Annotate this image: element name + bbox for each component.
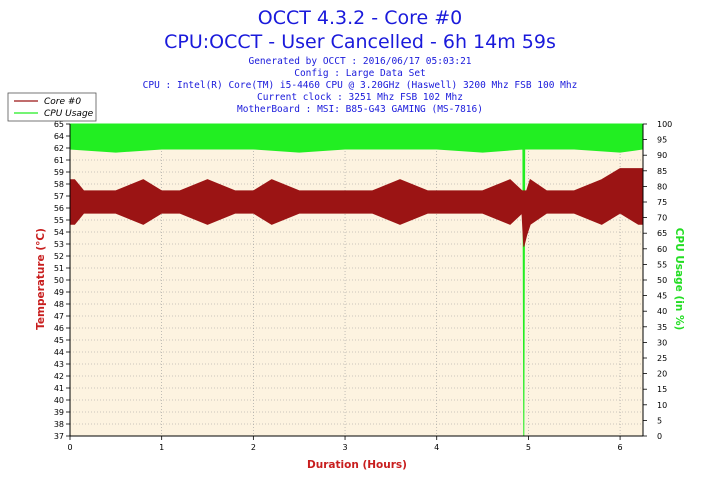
y-tick-label: 65 bbox=[54, 120, 64, 129]
y2-tick-label: 55 bbox=[657, 260, 667, 269]
y2-tick-label: 25 bbox=[657, 354, 667, 363]
y-tick-label: 40 bbox=[54, 396, 64, 405]
legend: Core #0 CPU Usage bbox=[7, 92, 97, 122]
y-tick-label: 38 bbox=[54, 420, 64, 429]
y-tick-label: 45 bbox=[54, 336, 64, 345]
y-tick-label: 61 bbox=[54, 156, 64, 165]
y2-tick-label: 95 bbox=[657, 136, 667, 145]
y2-axis-label: CPU Usage (in %) bbox=[673, 228, 685, 331]
y2-tick-label: 35 bbox=[657, 323, 667, 332]
y2-tick-label: 45 bbox=[657, 292, 667, 301]
y2-tick-label: 90 bbox=[657, 151, 667, 160]
y-tick-label: 43 bbox=[54, 360, 64, 369]
info-cpu: CPU : Intel(R) Core(TM) i5-4460 CPU @ 3.… bbox=[143, 80, 578, 91]
y-tick-label: 52 bbox=[54, 252, 64, 261]
y-tick-label: 47 bbox=[54, 312, 64, 321]
y-tick-label: 39 bbox=[54, 408, 64, 417]
y-tick-label: 37 bbox=[54, 432, 64, 441]
y2-tick-label: 20 bbox=[657, 370, 667, 379]
y-tick-label: 49 bbox=[54, 288, 64, 297]
tick-labels: 3738394041424344454647484950515253545556… bbox=[54, 120, 672, 452]
y-tick-label: 50 bbox=[54, 276, 64, 285]
y-axis-label: Temperature (°C) bbox=[35, 228, 47, 330]
y2-tick-label: 70 bbox=[657, 214, 667, 223]
legend-box bbox=[7, 92, 97, 122]
x-tick-label: 0 bbox=[67, 443, 72, 452]
y2-tick-label: 15 bbox=[657, 385, 667, 394]
chart-subtitle: CPU:OCCT - User Cancelled - 6h 14m 59s bbox=[164, 31, 556, 53]
y-tick-label: 56 bbox=[54, 204, 64, 213]
plot-area bbox=[70, 124, 643, 436]
y2-tick-label: 60 bbox=[657, 245, 667, 254]
x-axis-label: Duration (Hours) bbox=[307, 459, 407, 471]
y2-tick-label: 10 bbox=[657, 401, 667, 410]
y-tick-label: 57 bbox=[54, 192, 64, 201]
axes bbox=[66, 123, 647, 440]
chart-title: OCCT 4.3.2 - Core #0 bbox=[258, 7, 462, 29]
y2-tick-label: 40 bbox=[657, 307, 667, 316]
y-tick-label: 55 bbox=[54, 216, 64, 225]
info-config: Config : Large Data Set bbox=[294, 68, 426, 79]
y-tick-label: 44 bbox=[54, 348, 64, 357]
y2-tick-label: 75 bbox=[657, 198, 667, 207]
legend-label-cpu-usage: CPU Usage bbox=[44, 109, 94, 119]
y-tick-label: 41 bbox=[54, 384, 64, 393]
y2-tick-label: 65 bbox=[657, 229, 667, 238]
y-tick-label: 42 bbox=[54, 372, 64, 381]
x-tick-label: 6 bbox=[618, 443, 623, 452]
y-tick-label: 46 bbox=[54, 324, 64, 333]
y2-tick-label: 0 bbox=[657, 432, 662, 441]
x-tick-label: 2 bbox=[251, 443, 256, 452]
y2-tick-label: 30 bbox=[657, 338, 667, 347]
y-tick-label: 64 bbox=[54, 132, 64, 141]
y-tick-label: 59 bbox=[54, 168, 64, 177]
legend-label-core0: Core #0 bbox=[44, 97, 81, 107]
y-tick-label: 53 bbox=[54, 240, 64, 249]
info-motherboard: MotherBoard : MSI: B85-G43 GAMING (MS-78… bbox=[237, 104, 483, 115]
y2-tick-label: 85 bbox=[657, 167, 667, 176]
y2-tick-label: 80 bbox=[657, 182, 667, 191]
y-tick-label: 58 bbox=[54, 180, 64, 189]
x-tick-label: 3 bbox=[342, 443, 347, 452]
x-tick-label: 4 bbox=[434, 443, 439, 452]
info-clock: Current clock : 3251 Mhz FSB 102 Mhz bbox=[257, 92, 463, 103]
y2-tick-label: 100 bbox=[657, 120, 672, 129]
info-generated: Generated by OCCT : 2016/06/17 05:03:21 bbox=[248, 56, 471, 67]
y-tick-label: 48 bbox=[54, 300, 64, 309]
y2-tick-label: 50 bbox=[657, 276, 667, 285]
y-tick-label: 54 bbox=[54, 228, 64, 237]
y-tick-label: 62 bbox=[54, 144, 64, 153]
y2-tick-label: 5 bbox=[657, 416, 662, 425]
y-tick-label: 51 bbox=[54, 264, 64, 273]
x-tick-label: 5 bbox=[526, 443, 531, 452]
x-tick-label: 1 bbox=[159, 443, 164, 452]
